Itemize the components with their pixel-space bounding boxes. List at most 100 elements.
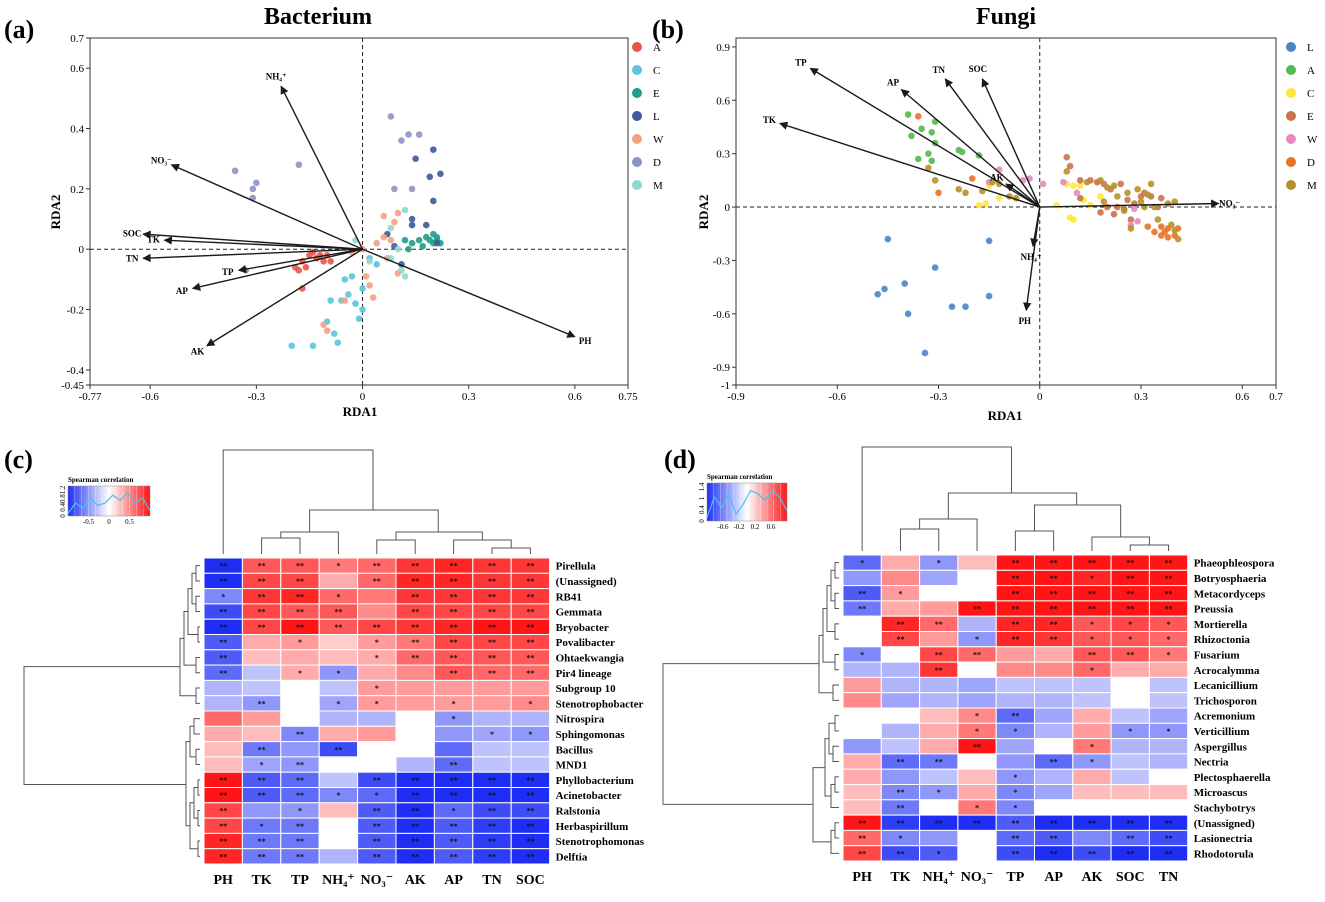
- panel-d-significance: *: [1090, 666, 1094, 675]
- panel-a-point-w: [373, 239, 380, 247]
- panel-d-cell: [1148, 753, 1189, 770]
- panel-a-legend-marker: [632, 180, 642, 190]
- panel-c-cell: [395, 695, 435, 712]
- panel-d-cell: [1110, 784, 1150, 801]
- panel-a-plot-area: -0.77 -0.6 -0.3 0 0.3 0.6 0.75 -0.45 -0.4 -0.2 0 0.…: [61, 33, 638, 403]
- panel-d-cell: [919, 722, 959, 740]
- panel-c-significance: **: [526, 776, 534, 785]
- panel-b-vector-label: NO₃⁻: [1219, 198, 1240, 208]
- panel-d-cell: [1110, 661, 1150, 678]
- panel-c-cell: [433, 741, 474, 758]
- panel-b-point-m: [1110, 182, 1118, 189]
- panel-d-row-dendrogram: [834, 562, 839, 579]
- panel-c-column-label: NH₄⁺: [322, 873, 355, 888]
- panel-d-cell: [957, 768, 997, 786]
- panel-a-legend-marker: [632, 134, 642, 144]
- panel-b-point-d: [1157, 223, 1165, 230]
- panel-c-significance: **: [411, 623, 419, 632]
- panel-d-significance: *: [1167, 727, 1171, 736]
- panel-a-point-m: [366, 257, 373, 265]
- panel-d-cell: [1072, 707, 1112, 724]
- panel-a-point-c: [327, 297, 334, 304]
- panel-c-significance: *: [452, 806, 456, 815]
- panel-c-cell: [241, 802, 282, 819]
- panel-c-significance: **: [526, 577, 534, 586]
- panel-b-point-c: [1087, 201, 1094, 209]
- panel-c-significance: **: [373, 822, 381, 831]
- panel-b-point-l: [962, 303, 969, 311]
- panel-c-cell: [203, 695, 243, 712]
- panel-d-significance: *: [1128, 635, 1132, 644]
- panel-c-legend-density-tick: 0.8: [59, 494, 67, 503]
- panel-c-significance: **: [488, 837, 496, 846]
- panel-b-xlabel: RDA1: [988, 408, 1023, 423]
- panel-c-significance: **: [526, 791, 534, 800]
- panel-c-column-dendrogram: [261, 537, 301, 554]
- panel-a-xtick-label: 0: [360, 391, 366, 403]
- panel-d-row-dendrogram: [834, 623, 839, 640]
- panel-a-vector-arrow: [206, 248, 363, 347]
- panel-c-cell: [510, 848, 551, 865]
- panel-d-cell: [1148, 784, 1189, 801]
- panel-d-significance: **: [1126, 849, 1134, 858]
- panel-d-significance: **: [1088, 589, 1096, 598]
- panel-c-cell: [510, 741, 551, 758]
- panel-a-point-d: [408, 185, 416, 193]
- panel-c-significance: *: [221, 592, 225, 601]
- panel-b-point-e: [1157, 194, 1165, 202]
- panel-a-vector-arrow: [163, 236, 363, 250]
- panel-c-cell: [318, 710, 359, 727]
- panel-c-significance: **: [258, 852, 266, 861]
- panel-d-cell: [1148, 738, 1189, 755]
- panel-d-cell: [880, 676, 921, 694]
- panel-d-significance: **: [896, 620, 904, 629]
- panel-d-cell: [995, 646, 1036, 663]
- panel-c-cell: [357, 756, 397, 773]
- panel-b-point-l: [884, 235, 892, 243]
- panel-b-point-c: [1076, 182, 1084, 189]
- panel-c-row-label: Povalibacter: [556, 637, 615, 649]
- panel-a-frame: [89, 37, 629, 386]
- panel-c-significance: **: [411, 776, 419, 785]
- panel-d-significance: *: [898, 834, 902, 843]
- panel-c-significance: **: [296, 761, 304, 770]
- panel-d-cell: [995, 753, 1036, 770]
- panel-b-legend-label: E: [1307, 111, 1314, 123]
- panel-c-column-dendrogram: [376, 539, 416, 554]
- panel-c-cell: [318, 802, 359, 819]
- panel-c-cell: [472, 756, 512, 773]
- panel-c-cell: [433, 725, 474, 743]
- panel-d-row-label: Metacordyceps: [1194, 588, 1266, 600]
- panel-d-cell: [1034, 768, 1074, 786]
- panel-d-letter: (d): [664, 445, 696, 474]
- panel-c-significance: **: [296, 791, 304, 800]
- panel-d-significance: **: [1126, 559, 1134, 568]
- panel-d-significance: *: [1090, 635, 1094, 644]
- panel-c-row-dendrogram: [195, 687, 200, 704]
- panel-d-significance: **: [858, 819, 866, 828]
- panel-d-significance: *: [1090, 574, 1094, 583]
- panel-c-cell: [241, 725, 282, 743]
- panel-b-point-w: [1060, 178, 1067, 186]
- panel-c-row-dendrogram: [183, 611, 196, 666]
- panel-a-point-a: [302, 264, 310, 271]
- panel-d-row-dendrogram: [822, 608, 835, 663]
- panel-d-column-label: SOC: [1116, 870, 1145, 885]
- panel-d-legend-density-tick: 0: [698, 519, 706, 523]
- panel-c-legend-tick: -0.5: [83, 518, 95, 526]
- panel-d-cell: [842, 753, 882, 770]
- panel-d-cell: [1034, 784, 1074, 801]
- panel-a-point-d: [231, 167, 239, 175]
- panel-d-row-label: Stachybotrys: [1194, 802, 1256, 814]
- panel-c-significance: **: [411, 806, 419, 815]
- panel-d-column-dendrogram: [899, 528, 940, 551]
- panel-b-vector-label: TN: [932, 65, 945, 75]
- panel-d-cell: [842, 784, 882, 801]
- panel-a-point-w: [387, 236, 395, 244]
- panel-d-column-label: TN: [1159, 870, 1178, 885]
- panel-d-cell: [995, 692, 1036, 709]
- panel-d-row-dendrogram: [834, 776, 839, 793]
- panel-d-cell: [1072, 784, 1112, 801]
- panel-a-vector-arrow: [142, 248, 363, 263]
- panel-c-significance: **: [526, 623, 534, 632]
